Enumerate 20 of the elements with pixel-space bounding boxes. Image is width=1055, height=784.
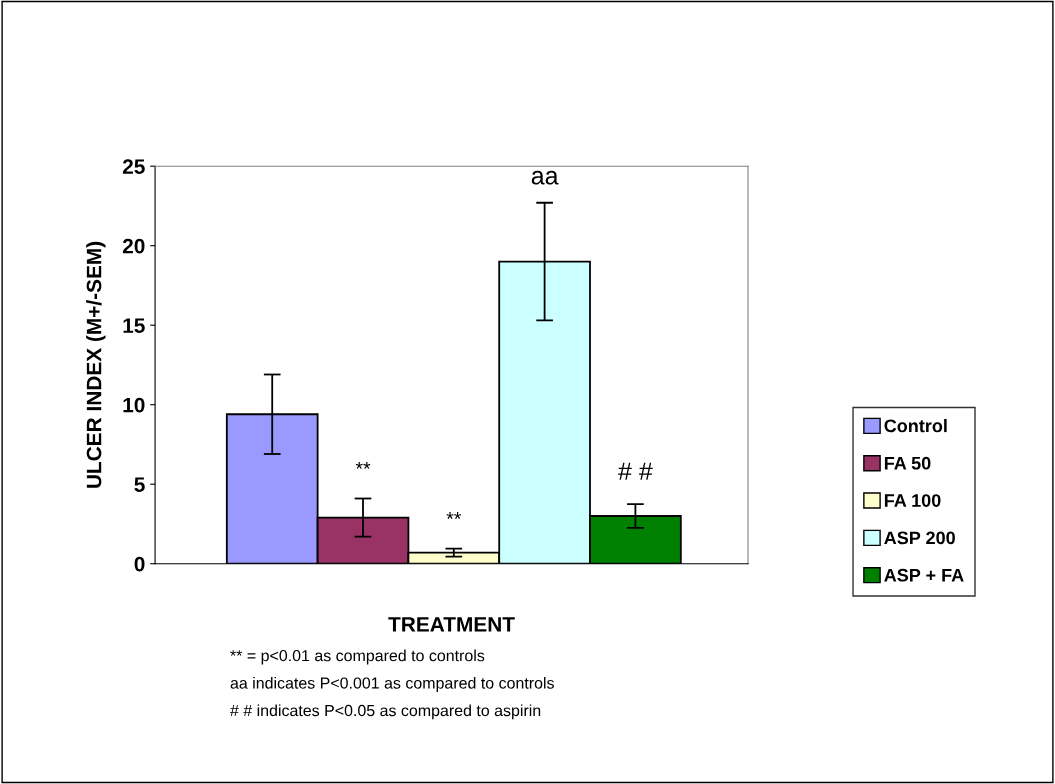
y-tick-label: 5	[134, 477, 145, 492]
annotation: **	[446, 512, 462, 519]
text: aa indicates P<0.001 as compared to controls	[230, 676, 554, 692]
legend-label: Control	[884, 419, 947, 433]
annotation: aa	[531, 170, 559, 185]
annotation: # #	[618, 462, 653, 480]
legend-label: ASP 200	[884, 531, 955, 545]
annotation: **	[355, 462, 371, 469]
text: # # indicates P<0.05 as compared to aspirin	[230, 704, 541, 720]
y-axis-title: ULCER INDEX (M+/-SEM)	[86, 241, 106, 488]
y-tick-label: 25	[122, 159, 145, 174]
legend-label: ASP + FA	[884, 568, 964, 582]
y-tick-label: 10	[123, 397, 145, 413]
legend-label: FA 50	[884, 456, 931, 470]
y-tick-label: 0	[134, 556, 145, 572]
legend-label: FA 100	[884, 494, 941, 507]
x-axis-title: TREATMENT	[388, 617, 515, 632]
y-tick-label: 15	[123, 318, 145, 333]
y-tick-label: 20	[122, 238, 145, 254]
text: ** = p<0.01 as compared to controls	[230, 649, 485, 665]
